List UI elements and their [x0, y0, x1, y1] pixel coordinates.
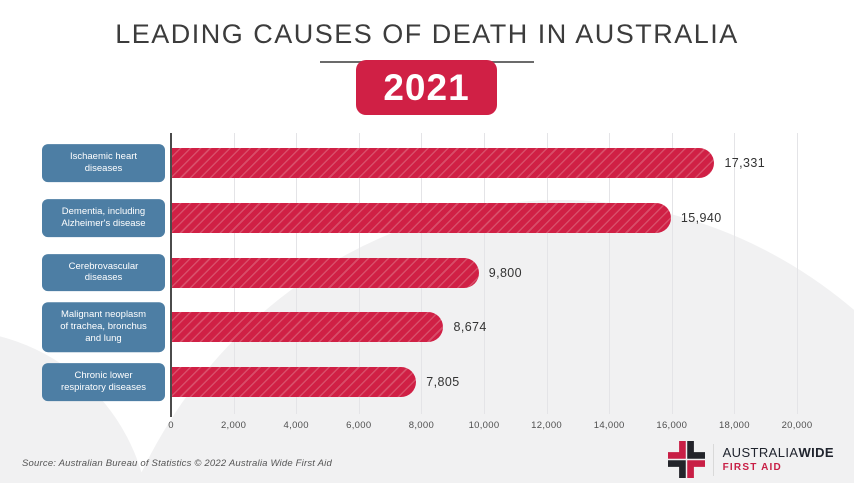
x-tick-label: 0: [168, 420, 174, 431]
bar: [172, 257, 479, 288]
category-label-line: respiratory diseases: [60, 382, 146, 393]
source-attribution: Source: Australian Bureau of Statistics …: [22, 458, 332, 469]
category-label-line: Dementia, including: [61, 205, 146, 217]
logo-text-wide: WIDE: [798, 445, 834, 461]
logo-text: AUSTRALIAWIDE FIRST AID: [722, 446, 834, 473]
logo-divider: [712, 443, 714, 476]
bar-value: 8,674: [453, 320, 487, 335]
category-label-line: Malignant neoplasm: [60, 309, 147, 321]
x-tick-label: 16,000: [656, 420, 688, 431]
category-label-line: Cerebrovascular: [68, 260, 139, 272]
first-aid-cross-icon: [667, 441, 705, 478]
gridline: [671, 133, 673, 414]
gridline: [797, 133, 798, 414]
page-title: LEADING CAUSES OF DEATH IN AUSTRALIA: [115, 19, 739, 49]
category-label: Chronic lower respiratory diseases: [42, 363, 165, 401]
x-tick-label: 12,000: [531, 420, 563, 431]
gridline: [609, 133, 611, 414]
x-tick-label: 18,000: [718, 420, 750, 431]
y-axis-line: [170, 133, 172, 417]
bar-value: 17,331: [724, 156, 766, 170]
x-tick-label: 8,000: [408, 420, 435, 431]
brand-logo: AUSTRALIAWIDE FIRST AID: [667, 441, 834, 478]
category-label: Ischaemic heart diseases: [42, 144, 165, 182]
x-tick-label: 4,000: [283, 420, 309, 431]
bar: [172, 148, 715, 178]
logo-brand-line: AUSTRALIAWIDE: [723, 446, 834, 460]
year-badge: 2021: [356, 60, 497, 115]
category-label-line: Alzheimer's disease: [61, 217, 146, 229]
category-label: Dementia, including Alzheimer's disease: [42, 198, 165, 237]
bar: [172, 367, 417, 397]
category-label-line: and lung: [85, 333, 122, 345]
x-tick-label: 20,000: [781, 420, 813, 431]
chart-area: 0 2,000 4,000 6,000 8,000 10,000 12,000 14,000 1…: [0, 130, 854, 445]
category-label-line: diseases: [84, 272, 123, 284]
category-label-line: diseases: [84, 163, 123, 174]
bar-value: 7,805: [426, 375, 460, 389]
logo-text-firstaid: FIRST AID: [722, 461, 782, 473]
category-label-line: Ischaemic heart: [69, 151, 138, 163]
x-tick-label: 6,000: [346, 420, 372, 431]
bar: [172, 202, 671, 233]
x-tick-label: 2,000: [220, 420, 247, 431]
gridline: [484, 133, 485, 414]
gridline: [546, 133, 548, 414]
bar-value: 15,940: [680, 210, 722, 225]
category-label: Malignant neoplasm of trachea, bronchus an…: [42, 302, 165, 353]
x-tick-label: 14,000: [593, 420, 625, 431]
logo-text-australia: AUSTRALIA: [722, 445, 799, 461]
category-label-line: Chronic lower: [74, 370, 133, 382]
bar-value: 9,800: [488, 265, 523, 280]
x-tick-label: 10,000: [468, 420, 500, 431]
gridline: [734, 133, 736, 414]
bar: [172, 312, 444, 343]
category-label-line: of trachea, bronchus: [60, 321, 147, 333]
category-label: Cerebrovascular diseases: [42, 253, 165, 292]
